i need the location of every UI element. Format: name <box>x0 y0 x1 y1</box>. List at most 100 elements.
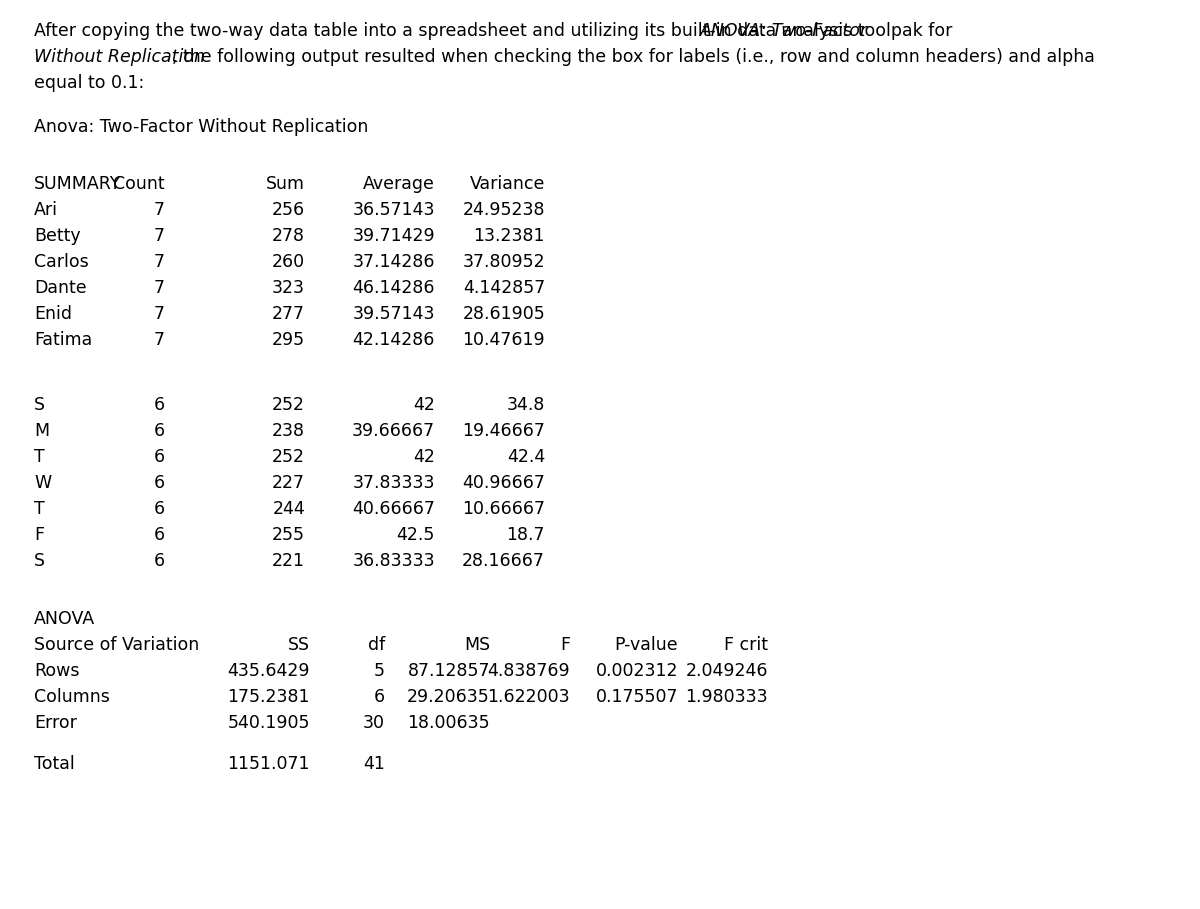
Text: SS: SS <box>288 635 310 654</box>
Text: 0.175507: 0.175507 <box>595 687 678 705</box>
Text: Betty: Betty <box>34 227 80 245</box>
Text: 42.4: 42.4 <box>506 448 545 466</box>
Text: 34.8: 34.8 <box>506 396 545 415</box>
Text: M: M <box>34 423 49 440</box>
Text: 260: 260 <box>272 254 305 272</box>
Text: 1.980333: 1.980333 <box>685 687 768 705</box>
Text: F: F <box>560 635 570 654</box>
Text: 42.5: 42.5 <box>397 526 436 544</box>
Text: 37.83333: 37.83333 <box>353 474 436 493</box>
Text: SUMMARY: SUMMARY <box>34 175 121 194</box>
Text: S: S <box>34 553 46 571</box>
Text: 540.1905: 540.1905 <box>228 714 310 732</box>
Text: 252: 252 <box>272 448 305 466</box>
Text: 6: 6 <box>154 448 166 466</box>
Text: 7: 7 <box>154 332 166 349</box>
Text: Dante: Dante <box>34 279 86 297</box>
Text: 6: 6 <box>154 526 166 544</box>
Text: 40.96667: 40.96667 <box>462 474 545 493</box>
Text: Sum: Sum <box>266 175 305 194</box>
Text: 18.7: 18.7 <box>506 526 545 544</box>
Text: , the following output resulted when checking the box for labels (i.e., row and : , the following output resulted when che… <box>172 48 1094 66</box>
Text: 6: 6 <box>154 500 166 518</box>
Text: 2.049246: 2.049246 <box>685 662 768 680</box>
Text: 29.20635: 29.20635 <box>407 687 490 705</box>
Text: 13.2381: 13.2381 <box>474 227 545 245</box>
Text: Count: Count <box>113 175 166 194</box>
Text: 10.66667: 10.66667 <box>462 500 545 518</box>
Text: ANOVA: ANOVA <box>34 610 95 627</box>
Text: 7: 7 <box>154 254 166 272</box>
Text: 4.142857: 4.142857 <box>463 279 545 297</box>
Text: 227: 227 <box>272 474 305 493</box>
Text: 24.95238: 24.95238 <box>462 202 545 219</box>
Text: 87.12857: 87.12857 <box>408 662 490 680</box>
Text: F crit: F crit <box>724 635 768 654</box>
Text: S: S <box>34 396 46 415</box>
Text: W: W <box>34 474 52 493</box>
Text: Fatima: Fatima <box>34 332 92 349</box>
Text: df: df <box>367 635 385 654</box>
Text: 323: 323 <box>272 279 305 297</box>
Text: 18.00635: 18.00635 <box>407 714 490 732</box>
Text: After copying the two-way data table into a spreadsheet and utilizing its built-: After copying the two-way data table int… <box>34 22 958 40</box>
Text: 1151.071: 1151.071 <box>228 755 310 774</box>
Text: Anova: Two-Factor Without Replication: Anova: Two-Factor Without Replication <box>34 118 368 136</box>
Text: 7: 7 <box>154 227 166 245</box>
Text: 28.61905: 28.61905 <box>462 305 545 324</box>
Text: 30: 30 <box>364 714 385 732</box>
Text: 0.002312: 0.002312 <box>595 662 678 680</box>
Text: Carlos: Carlos <box>34 254 89 272</box>
Text: 39.71429: 39.71429 <box>353 227 436 245</box>
Text: 238: 238 <box>272 423 305 440</box>
Text: 28.16667: 28.16667 <box>462 553 545 571</box>
Text: 19.46667: 19.46667 <box>462 423 545 440</box>
Text: 36.57143: 36.57143 <box>353 202 436 219</box>
Text: 175.2381: 175.2381 <box>228 687 310 705</box>
Text: Columns: Columns <box>34 687 110 705</box>
Text: 6: 6 <box>154 423 166 440</box>
Text: 10.47619: 10.47619 <box>462 332 545 349</box>
Text: Source of Variation: Source of Variation <box>34 635 199 654</box>
Text: 435.6429: 435.6429 <box>228 662 310 680</box>
Text: 4.838769: 4.838769 <box>487 662 570 680</box>
Text: 46.14286: 46.14286 <box>353 279 436 297</box>
Text: 5: 5 <box>374 662 385 680</box>
Text: T: T <box>34 448 44 466</box>
Text: 39.57143: 39.57143 <box>353 305 436 324</box>
Text: 295: 295 <box>272 332 305 349</box>
Text: 36.83333: 36.83333 <box>353 553 436 571</box>
Text: ANOVA: Two-Factor: ANOVA: Two-Factor <box>700 22 868 40</box>
Text: Without Replication: Without Replication <box>34 48 205 66</box>
Text: 42: 42 <box>413 448 436 466</box>
Text: Enid: Enid <box>34 305 72 324</box>
Text: 37.14286: 37.14286 <box>353 254 436 272</box>
Text: 40.66667: 40.66667 <box>352 500 436 518</box>
Text: T: T <box>34 500 44 518</box>
Text: 277: 277 <box>272 305 305 324</box>
Text: 255: 255 <box>272 526 305 544</box>
Text: 6: 6 <box>154 474 166 493</box>
Text: P-value: P-value <box>614 635 678 654</box>
Text: MS: MS <box>464 635 490 654</box>
Text: Ari: Ari <box>34 202 58 219</box>
Text: 42: 42 <box>413 396 436 415</box>
Text: Variance: Variance <box>469 175 545 194</box>
Text: 39.66667: 39.66667 <box>352 423 436 440</box>
Text: 278: 278 <box>272 227 305 245</box>
Text: 6: 6 <box>154 553 166 571</box>
Text: 256: 256 <box>272 202 305 219</box>
Text: 221: 221 <box>272 553 305 571</box>
Text: 7: 7 <box>154 202 166 219</box>
Text: 37.80952: 37.80952 <box>462 254 545 272</box>
Text: 7: 7 <box>154 305 166 324</box>
Text: 7: 7 <box>154 279 166 297</box>
Text: 42.14286: 42.14286 <box>353 332 436 349</box>
Text: Total: Total <box>34 755 74 774</box>
Text: F: F <box>34 526 44 544</box>
Text: Error: Error <box>34 714 77 732</box>
Text: equal to 0.1:: equal to 0.1: <box>34 74 144 92</box>
Text: 244: 244 <box>272 500 305 518</box>
Text: Average: Average <box>364 175 436 194</box>
Text: Rows: Rows <box>34 662 79 680</box>
